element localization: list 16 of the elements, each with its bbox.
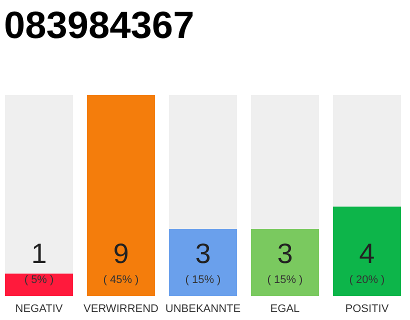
x-tick-label: POSITIV (345, 303, 390, 315)
data-label: 1 (31, 238, 47, 269)
data-label: 3 (195, 238, 211, 269)
annotation: ( 15% ) (267, 274, 303, 286)
data-label: 4 (359, 238, 375, 269)
x-tick-label: EGAL (270, 303, 300, 315)
data-label: 9 (113, 238, 129, 269)
data-label: 3 (277, 238, 293, 269)
x-tick-label: UNBEKANNTE (165, 303, 241, 315)
x-tick-label: NEGATIV (15, 303, 64, 315)
annotation: ( 20% ) (349, 274, 385, 286)
annotation: ( 15% ) (185, 274, 221, 286)
annotation: ( 45% ) (103, 274, 139, 286)
chart-title: 083984367 (4, 5, 194, 47)
x-tick-label: VERWIRREND (84, 303, 159, 315)
annotation: ( 5% ) (24, 274, 54, 286)
